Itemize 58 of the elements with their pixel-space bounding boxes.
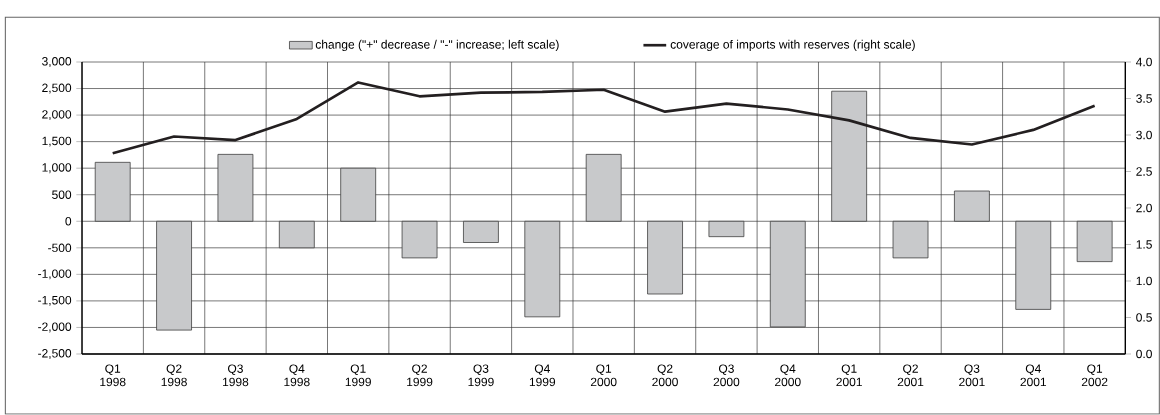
bar — [585, 154, 622, 222]
y2-tick-label: 2.0 — [1136, 203, 1152, 213]
bar — [708, 221, 745, 238]
bar — [831, 90, 868, 222]
bar — [769, 221, 806, 328]
y-tick-label: -1,000 — [38, 269, 72, 280]
x-tick-label: Q2 1998 — [161, 364, 187, 387]
bar — [954, 190, 990, 222]
y-tick-label: 500 — [52, 190, 72, 200]
y2-tick-label: 4.0 — [1136, 57, 1152, 67]
y-tick-label: 3,000 — [42, 57, 72, 68]
bar — [647, 221, 683, 295]
x-tick-label: Q1 2002 — [1081, 364, 1108, 387]
legend-label: coverage of imports with reserves (right scale) — [670, 40, 915, 52]
legend-label: change ("+" decrease / "-" increase; left scale) — [315, 40, 559, 52]
bar — [463, 221, 499, 244]
y-tick-label: -500 — [48, 243, 72, 253]
bar — [1076, 221, 1113, 263]
y-tick-label: 0 — [65, 217, 72, 226]
y-tick-label: 1,500 — [42, 136, 72, 147]
bar — [278, 221, 315, 249]
y2-tick-label: 1.5 — [1136, 240, 1152, 249]
y2-tick-label: 1.0 — [1136, 276, 1152, 286]
bar — [524, 221, 561, 318]
y2-tick-label: 3.5 — [1136, 94, 1152, 103]
bar — [217, 154, 254, 222]
bar — [94, 162, 131, 222]
y2-tick-label: 0.0 — [1136, 349, 1152, 359]
x-tick-label: Q1 2000 — [590, 364, 617, 387]
x-tick-label: Q2 2001 — [897, 364, 924, 387]
y-tick-label: -2,500 — [38, 349, 72, 360]
y-tick-label: 2,000 — [42, 110, 72, 121]
y-tick-label: -1,500 — [38, 296, 72, 307]
bar — [1015, 221, 1052, 310]
x-tick-label: Q3 2001 — [959, 364, 985, 387]
bar — [340, 167, 377, 222]
x-tick-label: Q1 2001 — [836, 364, 862, 387]
bar — [401, 221, 438, 259]
y2-tick-label: 0.5 — [1136, 313, 1152, 322]
y2-tick-label: 3.0 — [1136, 130, 1152, 140]
y-tick-label: 1,000 — [42, 163, 72, 174]
x-tick-label: Q3 2000 — [713, 364, 740, 387]
y-tick-label: 2,500 — [42, 83, 72, 94]
x-tick-label: Q2 2000 — [652, 364, 678, 387]
x-tick-label: Q1 1998 — [100, 364, 126, 387]
y-tick-label: -2,000 — [38, 322, 72, 333]
bar — [156, 221, 192, 331]
x-tick-label: Q4 1999 — [529, 364, 556, 387]
x-tick-label: Q2 1999 — [407, 364, 433, 387]
x-tick-label: Q4 2001 — [1020, 364, 1047, 387]
x-tick-label: Q3 1998 — [223, 364, 249, 387]
x-tick-label: Q4 2000 — [775, 364, 801, 387]
x-tick-label: Q3 1999 — [468, 364, 494, 387]
bar — [892, 221, 929, 259]
line-series — [111, 81, 1096, 155]
y2-tick-label: 2.5 — [1136, 167, 1152, 176]
x-tick-label: Q1 1999 — [345, 364, 371, 387]
x-tick-label: Q4 1998 — [284, 364, 310, 387]
